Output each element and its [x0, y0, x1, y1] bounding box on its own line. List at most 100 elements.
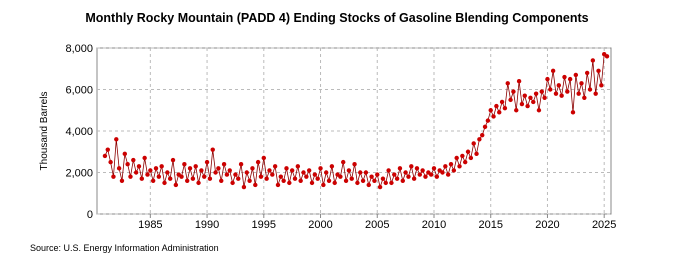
data-point	[182, 162, 187, 167]
data-point	[460, 153, 465, 159]
data-point	[150, 178, 156, 183]
x-tick-label: 1995	[252, 219, 276, 231]
data-point	[179, 174, 184, 179]
data-point	[579, 81, 584, 86]
data-point	[301, 170, 306, 175]
data-point	[111, 174, 116, 179]
data-point	[545, 76, 550, 82]
data-point	[159, 164, 164, 169]
data-point	[567, 76, 573, 82]
data-point	[275, 182, 281, 188]
data-point	[372, 178, 377, 183]
data-point	[423, 174, 428, 179]
y-tick-label: 4,000	[65, 126, 93, 138]
data-point	[584, 70, 590, 76]
data-point	[165, 170, 170, 175]
data-point	[343, 178, 349, 183]
source-note: Source: U.S. Energy Information Administ…	[30, 243, 219, 253]
data-point	[318, 166, 323, 171]
data-point	[531, 99, 536, 105]
data-point	[522, 93, 527, 98]
data-point	[366, 182, 371, 188]
data-point	[508, 97, 513, 103]
data-line	[104, 53, 608, 189]
data-point	[139, 176, 145, 181]
data-point	[596, 68, 601, 74]
data-point	[533, 91, 539, 96]
data-point	[573, 72, 579, 78]
data-point	[590, 58, 596, 63]
data-point	[488, 108, 493, 113]
data-point	[562, 74, 567, 80]
data-point	[236, 176, 241, 181]
data-point	[116, 166, 122, 171]
x-tick-label: 1990	[195, 219, 219, 231]
data-point	[392, 172, 397, 177]
data-point	[193, 164, 198, 169]
data-point	[329, 164, 335, 169]
data-point	[156, 174, 162, 179]
data-point	[261, 155, 266, 161]
data-point	[482, 124, 488, 130]
data-point	[202, 174, 207, 179]
data-point	[519, 101, 525, 107]
data-point	[377, 184, 383, 190]
data-point	[355, 180, 360, 186]
data-point	[471, 141, 476, 146]
data-point	[122, 151, 127, 157]
x-tick-label: 2005	[365, 219, 389, 231]
data-point	[386, 168, 391, 173]
data-point	[324, 170, 329, 175]
data-point	[185, 178, 190, 183]
data-point	[145, 172, 150, 177]
x-tick-label: 2015	[478, 219, 502, 231]
data-point	[221, 162, 227, 167]
y-axis-label: Thousand Barrels	[39, 92, 50, 171]
data-point	[502, 105, 508, 111]
data-point	[369, 174, 374, 179]
plot-frame	[96, 47, 612, 215]
data-point	[207, 176, 213, 181]
data-point	[445, 172, 451, 177]
x-tick-label: 2000	[308, 219, 332, 231]
data-point	[281, 178, 286, 183]
data-point	[238, 162, 244, 167]
chart-title: Monthly Rocky Mountain (PADD 4) Ending S…	[85, 11, 588, 25]
data-point	[553, 91, 559, 96]
data-point	[278, 174, 284, 179]
data-point	[397, 166, 403, 171]
data-point	[210, 147, 215, 152]
y-tick-label: 0	[87, 209, 93, 221]
data-point	[604, 54, 610, 59]
data-point	[542, 95, 547, 101]
data-point	[485, 118, 491, 123]
data-point	[400, 178, 405, 183]
data-point	[230, 180, 235, 186]
data-point	[304, 174, 309, 179]
data-point	[587, 87, 593, 92]
data-point	[548, 87, 553, 92]
data-point	[321, 182, 326, 188]
data-point	[295, 164, 301, 169]
x-tick-label: 2025	[592, 219, 616, 231]
data-point	[454, 155, 459, 161]
data-point	[358, 170, 363, 175]
data-point	[556, 83, 562, 88]
data-point	[128, 174, 133, 179]
data-point	[312, 172, 318, 177]
data-point	[153, 166, 159, 171]
data-point	[494, 103, 499, 109]
data-point	[550, 68, 556, 74]
data-point	[125, 162, 130, 167]
data-point	[505, 81, 510, 86]
data-point	[565, 89, 570, 94]
data-point	[219, 178, 224, 183]
data-point	[187, 166, 193, 171]
data-point	[247, 178, 252, 183]
data-point	[539, 89, 544, 94]
data-point	[315, 176, 320, 181]
data-point	[114, 137, 119, 142]
data-point	[167, 176, 173, 181]
data-point	[241, 184, 247, 190]
